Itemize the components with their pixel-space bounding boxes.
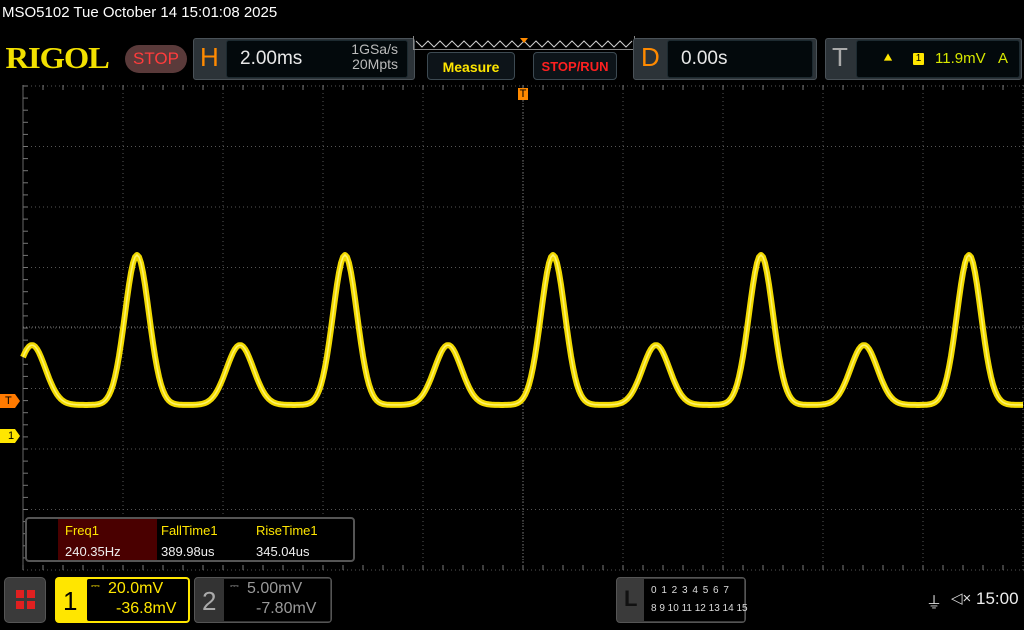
timebase-value: 2.00ms [240,48,303,69]
channel-1-trace-core [22,253,1023,406]
logic-channels-row: 8 9 10 11 12 13 14 15 [651,603,748,614]
memory-depth: 20Mpts [352,56,398,72]
delay-display [667,40,813,78]
measurement-value: 240.35Hz [65,544,121,559]
sample-rate: 1GSa/s [351,41,398,57]
trigger-position-marker: T [517,88,529,100]
graticule [22,85,1024,571]
measurement-value: 389.98us [161,544,215,559]
measurement-label: Freq1 [65,523,99,538]
measurement-highlight [58,519,157,560]
main-menu-button[interactable] [4,577,46,623]
trigger-display [856,40,1020,78]
channel-1-offset: -36.8mV [116,600,177,617]
channel-1-scale: 20.0mV [108,580,164,597]
trigger-position-icon [520,38,528,43]
memory-position-strip [413,36,635,50]
trigger-mode: A [998,50,1009,67]
trigger-level-marker[interactable]: T [0,394,20,408]
measurement-value: 345.04us [256,544,310,559]
acquisition-info: 1GSa/s 20Mpts [340,42,398,72]
rigol-logo: RIGOL [5,40,110,75]
logic-channels-row: 0 1 2 3 4 5 6 7 [651,585,730,596]
horizontal-label: H [200,42,219,72]
channel-1-settings [87,579,188,621]
trigger-source: 1 [913,53,924,65]
speaker-muted-icon[interactable]: ◁× [951,590,972,607]
rising-edge-icon: ⯅ [882,50,895,67]
trigger-label: T [832,42,848,72]
logic-channels [644,579,744,621]
dc-coupling-icon: ⎓ [230,580,239,592]
channel-2-number: 2 [202,586,217,616]
logic-label: L [624,586,638,611]
measure-button[interactable]: Measure [427,52,515,80]
horizontal-display [226,40,408,78]
channel-2-offset: -7.80mV [256,600,317,617]
delay-label: D [641,42,660,72]
title-bar: MSO5102 Tue October 14 15:01:08 2025 [2,4,278,21]
delay-value: 0.00s [681,48,728,69]
channel-1-offset-marker[interactable]: 1 [0,429,20,443]
grid-menu-icon [16,590,35,609]
channel-2-settings [224,579,330,621]
waveform-grid[interactable] [0,85,1024,571]
stop-run-button[interactable]: STOP/RUN [533,52,617,80]
measurement-label: RiseTime1 [256,523,318,538]
run-state-badge[interactable]: STOP [125,45,187,73]
dc-coupling-icon: ⎓ [91,580,100,592]
trigger-level: 11.9mV [935,50,986,67]
channel-2-scale: 5.00mV [247,580,303,597]
clock: 15:00 [976,589,1019,608]
measurement-label: FallTime1 [161,523,218,538]
channel-1-number: 1 [63,586,78,616]
usb-icon: ⏚ [926,595,943,612]
